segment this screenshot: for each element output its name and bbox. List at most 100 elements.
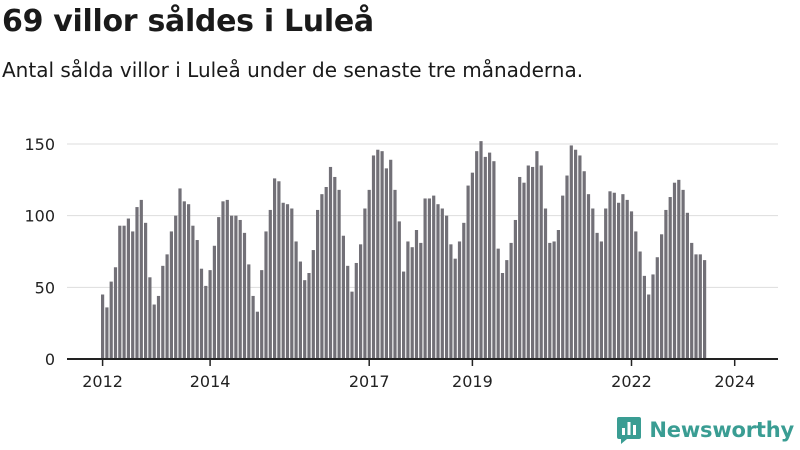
bar [298,261,302,359]
bar [436,204,440,359]
bar [337,189,341,359]
bar [113,267,118,359]
bar [410,247,414,359]
bar [354,262,358,359]
bar [565,175,569,359]
bar [492,161,496,359]
bar [260,270,264,359]
x-tick-label: 2022 [611,372,652,391]
bar [247,264,251,359]
bar [629,211,634,359]
bar [230,215,234,359]
bar [668,197,672,359]
bar [174,215,178,359]
bar [621,194,625,359]
bar [333,176,337,359]
bar [118,225,122,359]
bar [574,149,578,359]
bar [445,215,449,359]
brand-logo: Newsworthy [616,416,794,444]
bar [195,240,199,359]
bar [595,232,599,359]
bar [531,166,535,359]
bar [225,199,229,359]
bar [552,241,556,359]
bar [505,260,509,359]
y-tick-label: 150 [24,135,55,154]
bar [251,295,255,359]
bar [376,149,380,359]
bar [526,165,530,359]
bar [617,202,621,359]
bar [518,176,522,359]
bar [698,254,702,359]
bar [371,155,376,359]
bar [359,244,363,359]
bar [522,182,526,359]
y-tick-label: 0 [45,350,55,369]
bar [625,199,629,359]
bar [290,208,294,359]
bar [449,244,453,359]
bar [462,222,466,359]
bar [131,231,135,359]
bar [586,194,591,359]
bar [543,208,548,359]
bar [367,189,371,359]
bar [634,231,638,359]
bar [539,165,543,359]
bar [277,181,281,359]
bar [397,221,401,359]
bar [608,191,612,359]
bar [303,280,307,359]
bar [139,199,143,359]
bar [144,222,148,359]
bar [509,242,513,359]
bar [612,192,616,359]
bar [556,230,560,359]
bar [402,271,406,359]
bar [165,254,169,359]
bar [285,204,290,359]
bar [363,208,367,359]
bar [677,179,681,359]
bar [221,201,225,359]
bar [419,242,423,359]
bar [178,188,182,359]
bar [651,274,655,359]
bar [191,225,195,359]
bar [406,241,410,359]
bar [341,235,345,359]
bar [496,248,500,359]
bar [453,258,457,359]
bar [513,219,517,359]
bar [483,156,487,359]
bar [582,171,586,359]
bar [199,268,204,359]
bar [655,257,659,359]
bar [642,275,646,359]
bar [350,291,354,359]
bar [273,178,277,359]
bar [320,194,324,359]
bar [311,250,315,359]
bar [647,294,651,359]
bar [681,189,685,359]
bar [101,294,105,359]
bar [561,195,565,359]
bar [703,260,707,359]
bar [599,241,603,359]
bar [466,185,470,359]
bar [135,207,139,359]
bar [161,265,165,359]
newsworthy-icon [617,417,642,444]
bar [328,166,333,359]
bar [105,307,109,359]
brand-name: Newsworthy [649,418,794,442]
bar [479,141,483,359]
bar [535,151,539,359]
bar [156,295,161,359]
bar [204,285,208,359]
page-subtitle: Antal sålda villor i Luleå under de sena… [2,58,584,82]
